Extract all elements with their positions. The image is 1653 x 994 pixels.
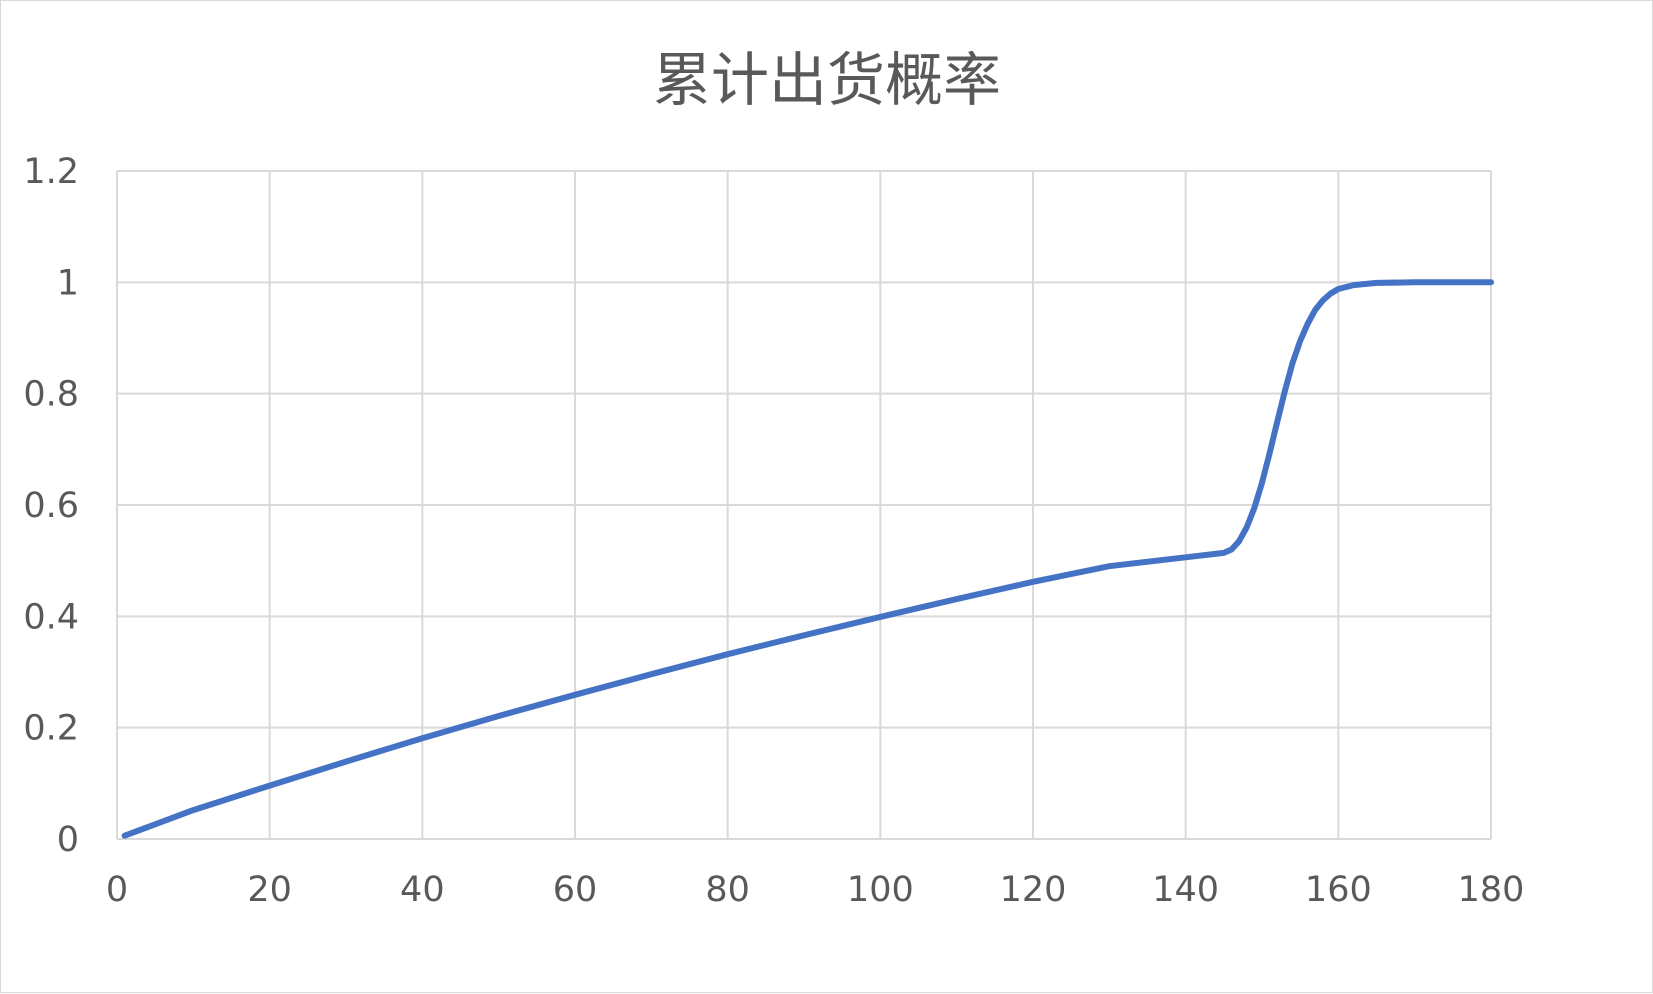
y-tick-label: 0.6 <box>23 486 79 526</box>
gridlines <box>116 170 1492 840</box>
x-tick-label: 160 <box>1305 870 1372 910</box>
y-tick-label: 0.2 <box>23 709 79 749</box>
chart-title: 累计出货概率 <box>653 46 1001 114</box>
x-tick-label: 80 <box>705 870 750 910</box>
x-tick-label: 100 <box>847 870 914 910</box>
y-tick-label: 0 <box>57 820 79 860</box>
x-tick-label: 40 <box>400 870 445 910</box>
x-tick-label: 140 <box>1152 870 1219 910</box>
y-tick-label: 1.2 <box>23 152 79 192</box>
y-tick-label: 1 <box>57 263 79 303</box>
series-line <box>121 279 1494 839</box>
x-tick-label: 0 <box>106 870 128 910</box>
x-tick-label: 120 <box>1000 870 1067 910</box>
x-tick-label: 180 <box>1458 870 1525 910</box>
x-tick-label: 60 <box>553 870 598 910</box>
y-tick-label: 0.4 <box>23 597 79 637</box>
series-layer <box>121 279 1494 839</box>
x-tick-label: 20 <box>247 870 292 910</box>
axes: 0 0.2 0.4 0.6 0.8 1 1.2 0 20 40 60 80 100 120 140 160 18… <box>23 152 1524 910</box>
y-tick-label: 0.8 <box>23 375 79 415</box>
